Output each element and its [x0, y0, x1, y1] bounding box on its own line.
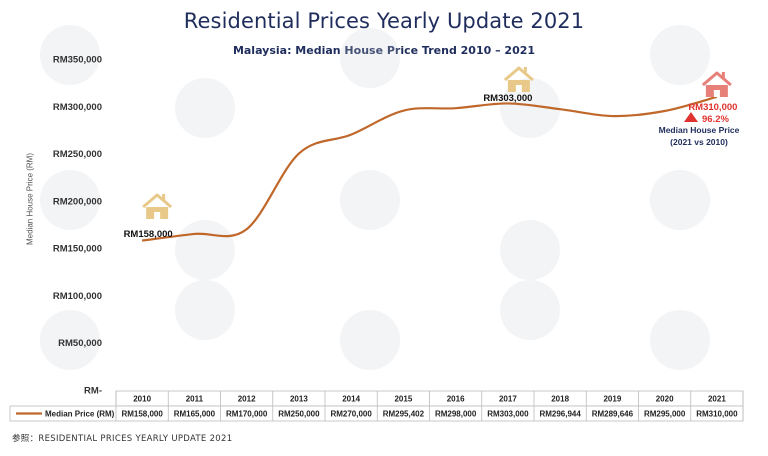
- x-tick-label: 2021: [708, 395, 726, 404]
- table-value: RM289,646: [592, 410, 634, 419]
- table-value: RM165,000: [174, 410, 216, 419]
- watermark-logo: [175, 78, 235, 138]
- house-icons: [142, 66, 732, 219]
- watermark-logo: [500, 220, 560, 280]
- x-tick-label: 2015: [394, 395, 412, 404]
- table-value: RM158,000: [121, 410, 163, 419]
- series-line: [141, 95, 718, 242]
- x-tick-label: 2010: [133, 395, 151, 404]
- x-tick-label: 2018: [551, 395, 569, 404]
- table-value: RM296,944: [539, 410, 581, 419]
- table-value: RM310,000: [696, 410, 738, 419]
- y-tick-label: RM100,000: [53, 291, 102, 302]
- watermark-logo: [650, 170, 710, 230]
- watermark-logo: [340, 28, 400, 88]
- chart-subtitle: Malaysia: Median House Price Trend 2010 …: [232, 44, 536, 57]
- house-icon: [503, 66, 534, 92]
- up-arrow-icon: [684, 112, 698, 122]
- data-label-end: RM310,000: [688, 102, 737, 113]
- x-tick-label: 2013: [290, 395, 308, 404]
- table-value: RM170,000: [226, 410, 268, 419]
- y-axis-ticks: RM- RM50,000 RM100,000 RM150,000 RM200,000 RM…: [53, 55, 102, 397]
- watermark-logo: [40, 310, 100, 370]
- x-tick-label: 2011: [186, 395, 204, 404]
- house-icon: [701, 71, 732, 97]
- y-tick-label: RM50,000: [58, 338, 102, 349]
- change-caption: Median House Price: [659, 125, 740, 135]
- watermark-logo: [500, 78, 560, 138]
- y-tick-label: RM200,000: [53, 196, 102, 207]
- watermark-logo: [40, 25, 100, 85]
- watermark-logo: [340, 310, 400, 370]
- table-value: RM295,000: [644, 410, 686, 419]
- y-tick-label: RM-: [84, 386, 102, 397]
- x-tick-label: 2019: [603, 395, 621, 404]
- change-caption: (2021 vs 2010): [670, 137, 728, 147]
- table-value: RM303,000: [487, 410, 529, 419]
- house-icon: [142, 193, 173, 219]
- data-label-start: RM158,000: [124, 229, 173, 240]
- legend-label: Median Price (RM): [45, 410, 115, 419]
- x-tick-label: 2020: [656, 395, 674, 404]
- watermark-logo: [500, 280, 560, 340]
- y-tick-label: RM250,000: [53, 149, 102, 160]
- change-percent: 96.2%: [702, 114, 729, 125]
- y-tick-label: RM300,000: [53, 102, 102, 113]
- watermark-logo: [340, 170, 400, 230]
- y-tick-label: RM150,000: [53, 244, 102, 255]
- source-note: 参照：RESIDENTIAL PRICES YEARLY UPDATE 2021: [12, 434, 233, 444]
- table-value: RM295,402: [383, 410, 425, 419]
- x-tick-label: 2012: [238, 395, 256, 404]
- y-tick-label: RM350,000: [53, 55, 102, 66]
- x-tick-label: 2014: [342, 395, 360, 404]
- watermark-logo: [40, 170, 100, 230]
- watermark-logo: [650, 25, 710, 85]
- table-value: RM298,000: [435, 410, 477, 419]
- watermark-layer: [40, 25, 710, 370]
- table-value: RM270,000: [330, 410, 372, 419]
- data-table: 2010 2011 2012 2013 2014 2015 2016 2017 2018 2019…: [9, 390, 744, 422]
- x-tick-label: 2016: [447, 395, 465, 404]
- page-title: Residential Prices Yearly Update 2021: [183, 9, 585, 33]
- x-tick-label: 2017: [499, 395, 517, 404]
- table-value: RM250,000: [278, 410, 320, 419]
- data-label-peak: RM303,000: [483, 93, 532, 104]
- watermark-logo: [175, 220, 235, 280]
- watermark-logo: [175, 280, 235, 340]
- watermark-logo: [650, 310, 710, 370]
